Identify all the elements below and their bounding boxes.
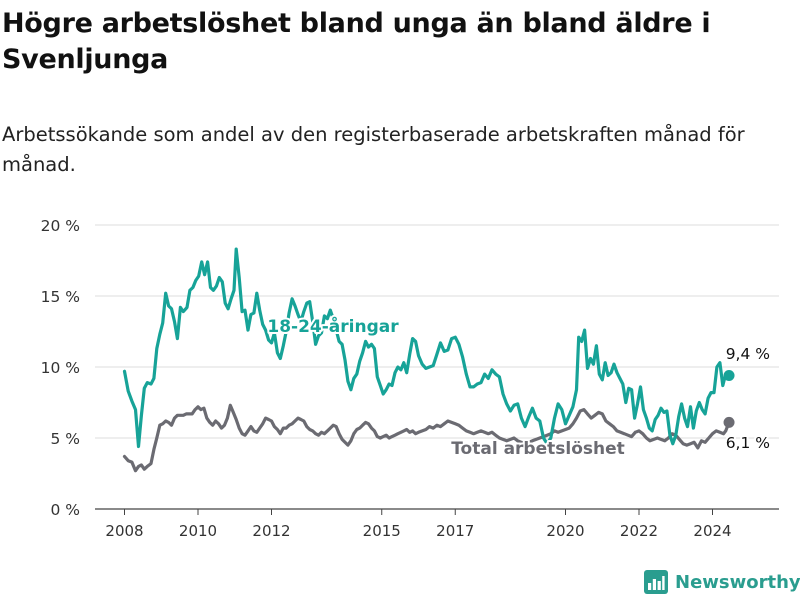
x-tick-label: 2008 <box>105 522 143 540</box>
y-axis: 0 % 5 % 10 % 15 % 20 % <box>41 217 80 519</box>
y-tick-label: 10 % <box>41 359 80 377</box>
total-series-line <box>122 403 731 473</box>
gridlines <box>95 224 779 510</box>
x-axis: 2008 2010 2012 2015 2017 2020 2022 2024 <box>105 509 732 540</box>
total-end-point <box>723 416 735 428</box>
chart-subtitle: Arbetssökande som andel av den registerb… <box>2 123 745 176</box>
youth-end-value-label: 9,4 % <box>726 345 770 363</box>
youth-series-label: 18-24-åringar <box>267 315 399 337</box>
line-chart: 0 %5 %10 %15 %20 % 2008 2010 2012 2015 2017 2… <box>41 217 779 540</box>
series-lines <box>122 247 735 473</box>
x-tick-label: 2010 <box>179 522 217 540</box>
youth-end-point <box>723 370 735 382</box>
x-tick-label: 2020 <box>546 522 584 540</box>
y-tick-label: 15 % <box>41 288 80 306</box>
youth-series-line <box>122 247 731 449</box>
x-tick-label: 2024 <box>693 522 731 540</box>
youth-series-label-halo: 18-24-åringar <box>267 315 399 337</box>
youth-end-value-label-halo: 9,4 % <box>726 345 770 363</box>
total-end-value-label-halo: 6,1 % <box>726 434 770 452</box>
brand-name: Newsworthy <box>675 571 800 593</box>
newsworthy-logo: Newsworthy <box>644 568 800 596</box>
total-end-value-label: 6,1 % <box>726 434 770 452</box>
x-tick-label: 2012 <box>252 522 290 540</box>
total-series-label: Total arbetslöshet <box>451 439 625 459</box>
y-tick-label: 20 % <box>41 217 80 235</box>
x-tick-label: 2015 <box>363 522 401 540</box>
x-tick-label: 2022 <box>620 522 658 540</box>
total-series-label-halo: Total arbetslöshet <box>451 439 625 459</box>
y-tick-label: 5 % <box>50 430 80 448</box>
series-labels: 9,4 %9,4 %6,1 %6,1 %18-24-åringar18-24-å… <box>265 313 772 461</box>
x-tick-label: 2017 <box>436 522 474 540</box>
chart-title: Högre arbetslöshet bland unga än bland ä… <box>2 8 711 75</box>
y-tick-label: 0 % <box>50 501 80 519</box>
bar-chart-logo-icon <box>644 570 668 594</box>
